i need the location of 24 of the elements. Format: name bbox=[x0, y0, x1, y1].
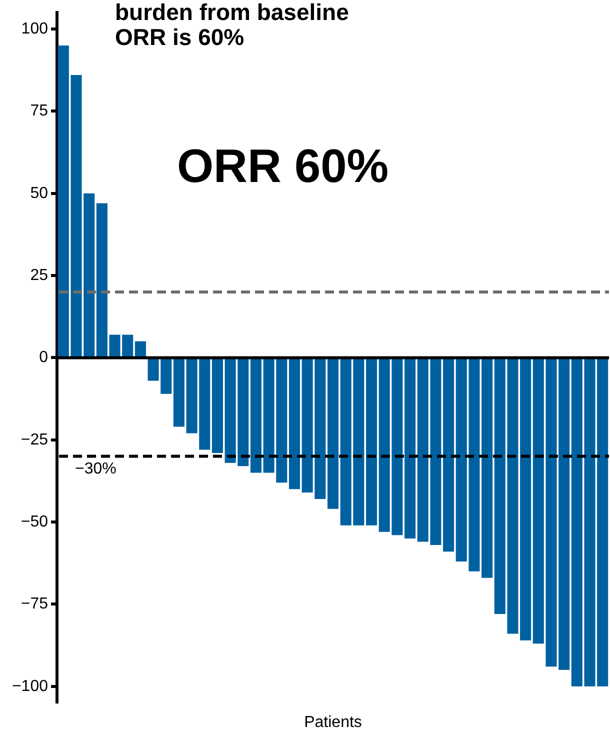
x-axis-title: Patients bbox=[304, 714, 362, 731]
bar bbox=[366, 358, 378, 526]
bar bbox=[404, 358, 416, 538]
bar bbox=[288, 358, 300, 490]
chart-title: burden from baseline ORR is 60% bbox=[115, 0, 349, 50]
bar bbox=[173, 358, 184, 427]
annotation: ORR 60% bbox=[177, 139, 389, 192]
bar bbox=[443, 358, 454, 552]
bar bbox=[327, 358, 339, 509]
y-tick-label: −25 bbox=[20, 431, 48, 448]
y-tick-label: 0 bbox=[39, 349, 48, 366]
y-tick-label: −50 bbox=[20, 513, 48, 530]
y-tick-label: 50 bbox=[30, 184, 48, 202]
y-tick-label: 100 bbox=[21, 20, 48, 38]
y-tick-label: −75 bbox=[20, 596, 48, 613]
bar bbox=[212, 358, 223, 454]
bar bbox=[482, 358, 493, 578]
bar bbox=[134, 341, 146, 358]
bar bbox=[520, 358, 532, 640]
y-tick-label: 75 bbox=[30, 102, 48, 120]
y-tick-label: 25 bbox=[30, 266, 48, 284]
bar bbox=[250, 358, 262, 473]
ref-line-label: −30% bbox=[75, 460, 116, 478]
y-tick-label: −100 bbox=[12, 678, 48, 695]
